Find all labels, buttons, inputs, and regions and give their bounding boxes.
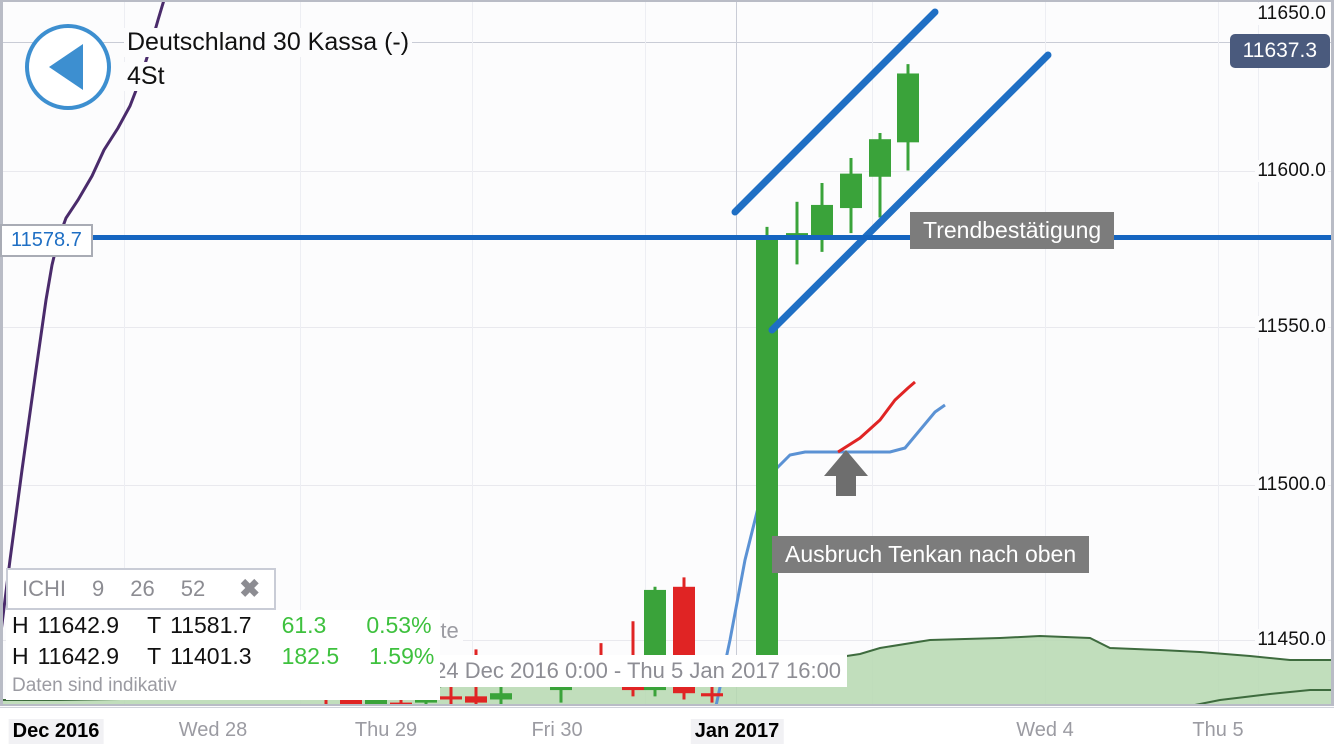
high-value: 11642.9 — [37, 643, 120, 669]
gridline-v-today — [736, 0, 737, 706]
annotation-trend: Trendbestätigung — [910, 212, 1115, 249]
gridline-h — [0, 327, 1334, 328]
gridline-v — [1218, 0, 1219, 706]
page-title: Deutschland 30 Kassa (-) — [124, 28, 413, 57]
current-price-badge: 11637.3 — [1229, 34, 1330, 68]
x-axis-tick: Fri 30 — [531, 719, 583, 741]
indicator-settings-row[interactable]: ICHI 9 26 52 ✖ — [6, 568, 277, 610]
gridline-v — [872, 0, 873, 706]
stat-row: H 11642.9 T 11401.3 182.5 1.59% — [6, 641, 441, 672]
low-label: T — [147, 612, 162, 638]
plot-right-border — [1331, 0, 1334, 706]
gridline-v — [645, 0, 646, 706]
stat-row: H 11642.9 T 11581.7 61.3 0.53% — [6, 610, 441, 641]
indicator-param-3[interactable]: 52 — [180, 576, 206, 601]
left-price-label: 11578.7 — [0, 224, 93, 257]
gridline-h — [0, 485, 1334, 486]
high-label: H — [12, 643, 29, 669]
x-axis-tick: Wed 4 — [1016, 719, 1074, 741]
change-value: 61.3 — [281, 612, 327, 638]
back-triangle-icon — [48, 44, 83, 90]
y-axis-tick: 11450.0 — [1255, 629, 1328, 651]
y-axis-tick: 11650.0 — [1255, 3, 1328, 25]
back-arrow-icon[interactable] — [25, 24, 111, 110]
indicator-param-2[interactable]: 26 — [130, 576, 155, 601]
disclaimer-text: Daten sind indikativ — [6, 672, 441, 700]
low-label: T — [147, 643, 162, 669]
gridline-h — [0, 42, 1334, 43]
x-axis-tick: Wed 28 — [178, 719, 248, 741]
x-axis[interactable]: Dec 2016 Wed 28 Thu 29 Fri 30 Jan 2017 Wed 4 T… — [0, 707, 1334, 750]
price-level-line — [0, 235, 1334, 240]
y-axis-tick: 11500.0 — [1255, 474, 1328, 496]
y-axis-tick: 11550.0 — [1255, 316, 1328, 338]
timeframe-label: 4St — [124, 62, 168, 91]
y-axis-tick: 11600.0 — [1255, 160, 1328, 182]
high-label: H — [12, 612, 29, 638]
annotation-breakout: Ausbruch Tenkan nach oben — [772, 536, 1090, 573]
change-value: 182.5 — [281, 643, 340, 669]
change-percent: 1.59% — [369, 643, 435, 669]
gridline-v — [124, 0, 125, 706]
low-value: 11581.7 — [170, 612, 252, 638]
change-percent: 0.53% — [366, 612, 432, 638]
indicator-param-1[interactable]: 9 — [92, 576, 105, 601]
x-axis-tick: Jan 2017 — [690, 719, 784, 744]
plot-left-border — [0, 0, 3, 706]
gridline-v — [472, 0, 473, 706]
gridline-h — [0, 640, 1334, 641]
x-axis-tick: Thu 5 — [1192, 719, 1244, 741]
up-arrow-marker — [824, 450, 868, 496]
plot-bottom-border — [0, 704, 1334, 706]
high-value: 11642.9 — [37, 612, 120, 638]
indicator-name: ICHI — [22, 576, 66, 601]
gridline-v — [1258, 0, 1259, 706]
plot-top-border — [0, 0, 1334, 2]
indicator-info-panel: ICHI 9 26 52 ✖ H 11642.9 T 11581.7 61.3 … — [6, 568, 441, 700]
close-icon[interactable]: ✖ — [239, 575, 261, 603]
gridline-v — [300, 0, 301, 706]
gridline-h — [0, 171, 1334, 172]
x-axis-tick: Thu 29 — [354, 719, 418, 741]
low-value: 11401.3 — [170, 643, 252, 669]
x-axis-tick: Dec 2016 — [8, 719, 104, 744]
date-range-label: Sat 24 Dec 2016 0:00 - Thu 5 Jan 2017 16… — [389, 655, 848, 687]
gridline-v — [1045, 0, 1046, 706]
